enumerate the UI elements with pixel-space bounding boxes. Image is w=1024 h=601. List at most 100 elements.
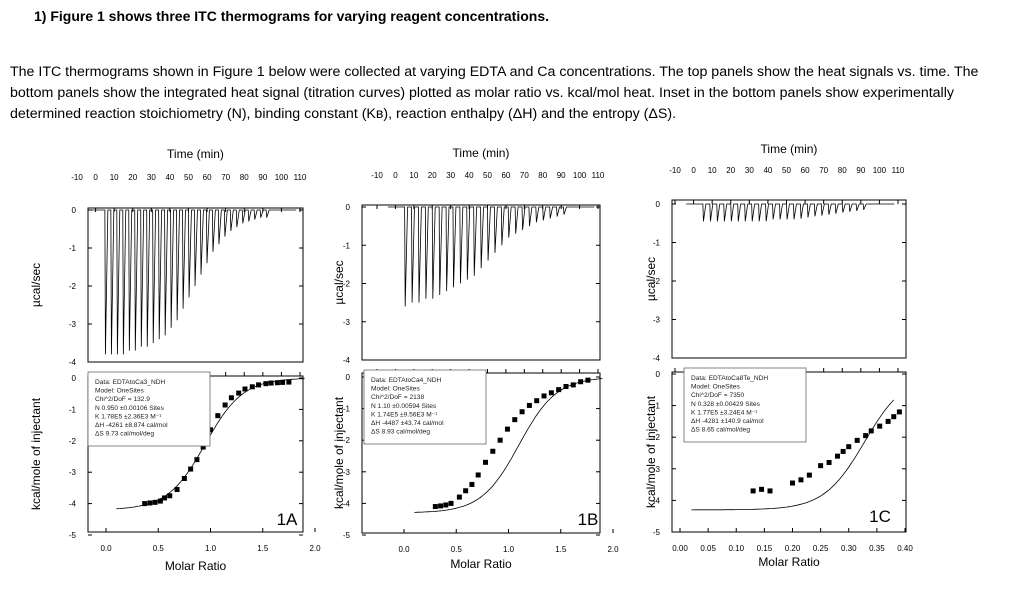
ucal-tick-label: -2 [69, 282, 77, 291]
molar-ratio-tick-label: 0.5 [153, 544, 165, 553]
inset-line: Chi^2/DoF = 132.9 [95, 396, 150, 403]
inset-line: Chi^2/DoF = 2138 [371, 394, 424, 401]
ucal-tick-label: -2 [653, 277, 661, 286]
panel-label: 1C [869, 507, 891, 526]
time-tick-label: 110 [892, 166, 905, 175]
data-point [806, 472, 812, 478]
time-tick-label: 90 [258, 173, 267, 182]
molar-ratio-tick-label: 0.40 [897, 544, 913, 553]
time-tick-label: 10 [110, 173, 119, 182]
data-point [475, 472, 481, 478]
data-point [891, 414, 897, 420]
kcal-tick-label: -5 [653, 528, 661, 537]
ucal-tick-label: -1 [69, 244, 77, 253]
ucal-axis-title: µcal/sec [332, 260, 346, 304]
time-tick-label: 20 [128, 173, 137, 182]
data-point [236, 390, 242, 396]
ucal-tick-label: -2 [343, 280, 351, 289]
time-tick-label: 0 [393, 171, 398, 180]
ucal-tick-label: -4 [69, 358, 77, 367]
kcal-tick-label: -5 [343, 531, 351, 540]
data-point [767, 488, 773, 494]
time-tick-label: 90 [856, 166, 865, 175]
data-point [208, 427, 213, 433]
fit-results-inset [683, 367, 807, 443]
molar-ratio-tick-label: 0.30 [841, 544, 857, 553]
fit-results-inset [87, 371, 211, 447]
inset-line: K 1.78E5 ±2.36E3 M⁻¹ [95, 413, 162, 420]
data-point [162, 495, 168, 501]
data-point [443, 502, 449, 508]
time-tick-label: 110 [592, 171, 605, 180]
kcal-tick-label: -1 [343, 405, 351, 414]
data-point [526, 402, 532, 408]
time-tick-label: 0 [691, 166, 696, 175]
time-tick-label: 0 [93, 173, 98, 182]
kcal-tick-label: -4 [653, 496, 661, 505]
time-axis-title: Time (min) [761, 142, 818, 156]
inset-line: N 0.328 ±0.00429 Sites [691, 401, 761, 408]
data-point [490, 448, 496, 454]
inset-line: Model: OneSites [691, 384, 740, 391]
data-point [200, 444, 206, 450]
time-tick-label: 10 [708, 166, 717, 175]
time-axis-title: Time (min) [167, 147, 224, 161]
fit-curve [691, 399, 895, 511]
time-tick-label: 30 [745, 166, 754, 175]
molar-ratio-tick-label: 0.05 [700, 544, 716, 553]
data-point [286, 379, 292, 385]
time-tick-label: -10 [669, 166, 681, 175]
data-point [242, 386, 248, 392]
kcal-tick-label: -3 [343, 468, 351, 477]
data-point [790, 480, 795, 486]
kcal-tick-label: -3 [653, 465, 661, 474]
kcal-tick-label: -4 [343, 499, 351, 508]
data-point [167, 493, 173, 499]
molar-ratio-tick-label: 1.5 [257, 544, 269, 553]
molar-ratio-tick-label: 0.35 [869, 544, 885, 553]
inset-line: Data: EDTAtoCa8Te_NDH [691, 375, 768, 382]
ucal-tick-label: 0 [656, 200, 661, 209]
time-tick-label: 40 [763, 166, 772, 175]
time-tick-label: 60 [203, 173, 212, 182]
panel-1c: Time (min)-10 0 10 20 30 40 50 60 70 80 90 100 1100-… [644, 142, 913, 569]
kcal-tick-label: -5 [69, 531, 77, 540]
time-tick-label: 20 [428, 171, 437, 180]
data-point [152, 499, 158, 505]
time-tick-label: 100 [573, 171, 587, 180]
ucal-tick-label: -1 [653, 239, 661, 248]
data-point [147, 500, 153, 506]
molar-ratio-tick-label: 2.0 [309, 544, 321, 553]
time-tick-label: 90 [557, 171, 566, 180]
data-point [846, 444, 852, 450]
kcal-tick-label: -2 [653, 433, 661, 442]
time-tick-label: 70 [520, 171, 529, 180]
data-point [556, 387, 562, 393]
data-point [868, 428, 874, 434]
ucal-tick-label: -3 [343, 318, 351, 327]
data-point [194, 457, 200, 463]
molar-ratio-tick-label: 1.0 [503, 545, 515, 554]
thermogram-frame [87, 207, 304, 363]
molar-ratio-axis-title: Molar Ratio [758, 555, 820, 569]
kcal-axis-title: kcal/mole of injectant [332, 396, 346, 509]
kcal-axis-title: kcal/mole of injectant [644, 395, 658, 508]
inset-line: Chi^2/DoF = 7350 [691, 392, 744, 399]
ucal-tick-label: -3 [653, 316, 661, 325]
data-point [534, 398, 540, 404]
time-tick-label: 50 [483, 171, 492, 180]
thermogram-frame [671, 199, 907, 359]
inset-line: Model: OneSites [95, 388, 144, 395]
time-axis-title: Time (min) [453, 146, 510, 160]
data-point [497, 437, 503, 443]
data-point [826, 459, 832, 465]
data-point [818, 463, 824, 469]
inset-line: N 0.950 ±0.00106 Sites [95, 405, 165, 412]
kcal-tick-label: 0 [656, 370, 661, 379]
intro-paragraph: The ITC thermograms shown in Figure 1 be… [10, 64, 979, 122]
time-tick-label: 80 [240, 173, 249, 182]
inset-line: K 1.77E5 ±3.24E4 M⁻¹ [691, 409, 758, 416]
data-point [274, 380, 280, 386]
data-point [578, 379, 584, 385]
